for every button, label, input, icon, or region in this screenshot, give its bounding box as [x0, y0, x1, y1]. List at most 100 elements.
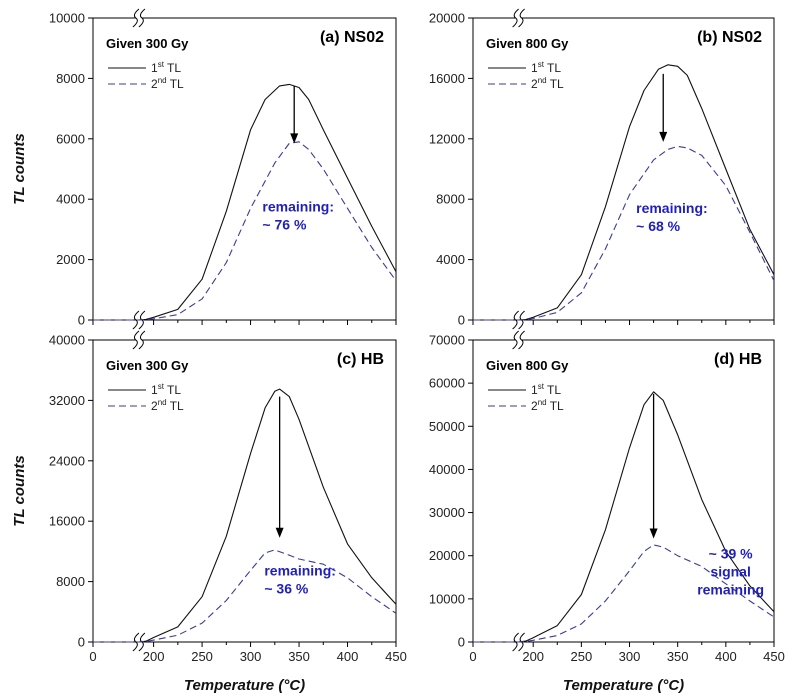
plot-frame	[92, 17, 397, 321]
axis-break-mark	[518, 330, 525, 350]
axis-break-mark	[132, 330, 140, 350]
plot-frame	[472, 339, 775, 643]
panel-title: (b) NS02	[697, 29, 762, 46]
y-tick-label: 2000	[56, 252, 85, 267]
panel-a: 0 2000 4000 6000 8000 10000 Given 300 Gy (a) NS…	[11, 8, 397, 330]
y-tick-label: 8000	[56, 574, 85, 589]
panel-b: 0 4000 8000 12000 16000 20000 Given 800 Gy (b) …	[429, 8, 775, 330]
axis-break-mark	[518, 8, 525, 28]
annotation-text: signal	[710, 564, 750, 580]
legend-label: 1st TL	[151, 382, 181, 397]
annotation-text: ~ 68 %	[636, 218, 681, 234]
plot-frame	[92, 339, 397, 643]
legend-label: 2nd TL	[531, 76, 564, 91]
x-axis-title: Temperature (°C)	[563, 677, 684, 694]
x-tick-label: 450	[763, 649, 785, 664]
axis-break-mark	[138, 330, 146, 350]
axis-break-gap	[515, 332, 522, 348]
dose-label: Given 800 Gy	[486, 36, 569, 51]
y-tick-label: 4000	[56, 192, 85, 207]
arrow-head	[649, 528, 658, 539]
x-tick-label: 300	[240, 649, 262, 664]
y-tick-label: 0	[458, 635, 465, 650]
panel-d: 0 200 250 300 350 400 450 0 10000 20000 30000 40000…	[429, 330, 785, 694]
y-tick-label: 16000	[49, 514, 85, 529]
y-tick-label: 70000	[429, 333, 465, 348]
y-tick-label: 10000	[49, 11, 85, 26]
y-tick-label: 30000	[429, 505, 465, 520]
legend-label: 1st TL	[151, 60, 181, 75]
arrow-head	[275, 527, 284, 538]
axis-break-mark	[512, 330, 519, 350]
x-tick-label: 250	[191, 649, 213, 664]
series-1st-tl-line	[93, 83, 397, 321]
y-tick-label: 60000	[429, 376, 465, 391]
x-tick-label: 450	[385, 649, 407, 664]
y-axis-title: TL counts	[11, 455, 28, 526]
y-axis-title: TL counts	[11, 133, 28, 204]
series-2nd-tl-line	[93, 141, 397, 321]
x-tick-label: 350	[667, 649, 689, 664]
y-tick-label: 8000	[436, 192, 465, 207]
series-2nd-tl-line	[473, 544, 775, 643]
dose-label: Given 800 Gy	[486, 358, 569, 373]
axis-break-mark	[138, 8, 146, 28]
series-1st-tl-line	[473, 391, 775, 643]
annotation-text: ~ 76 %	[262, 216, 307, 232]
y-tick-label: 32000	[49, 393, 85, 408]
legend-label: 2nd TL	[531, 398, 564, 413]
annotation-text: remaining:	[636, 200, 708, 216]
x-tick-label: 400	[715, 649, 737, 664]
y-tick-label: 20000	[429, 11, 465, 26]
x-tick-label: 350	[288, 649, 310, 664]
y-tick-label: 50000	[429, 419, 465, 434]
panel-title: (a) NS02	[320, 29, 384, 46]
annotation-text: remaining:	[262, 198, 334, 214]
legend-label: 1st TL	[531, 382, 561, 397]
x-axis-title: Temperature (°C)	[184, 677, 305, 694]
x-tick-label: 0	[469, 649, 476, 664]
plot-frame	[472, 17, 775, 321]
annotation-text: remaining	[697, 582, 764, 598]
x-tick-label: 300	[619, 649, 641, 664]
y-tick-label: 6000	[56, 131, 85, 146]
legend-label: 2nd TL	[151, 76, 184, 91]
y-tick-label: 0	[78, 313, 85, 328]
legend-label: 1st TL	[531, 60, 561, 75]
dose-label: Given 300 Gy	[106, 36, 189, 51]
y-tick-label: 4000	[436, 252, 465, 267]
axis-break-gap	[515, 10, 522, 26]
axis-break-gap	[135, 10, 142, 26]
x-tick-label: 200	[143, 649, 165, 664]
x-tick-label: 0	[89, 649, 96, 664]
y-tick-label: 40000	[429, 462, 465, 477]
x-tick-label: 400	[337, 649, 359, 664]
x-tick-label: 200	[522, 649, 544, 664]
dose-label: Given 300 Gy	[106, 358, 189, 373]
panel-c: 0 200 250 300 350 400 450 0 8000 16000 24000 32000 4…	[11, 330, 407, 694]
y-tick-label: 0	[78, 635, 85, 650]
y-tick-label: 8000	[56, 71, 85, 86]
x-tick-label: 250	[571, 649, 593, 664]
y-tick-label: 20000	[429, 548, 465, 563]
y-tick-label: 16000	[429, 71, 465, 86]
annotation-text: ~ 39 %	[709, 546, 754, 562]
y-tick-label: 24000	[49, 453, 85, 468]
series-1st-tl-line	[93, 388, 397, 643]
panel-title: (d) HB	[714, 351, 762, 368]
series-2nd-tl-line	[93, 549, 397, 643]
legend-label: 2nd TL	[151, 398, 184, 413]
y-tick-label: 10000	[429, 591, 465, 606]
y-tick-label: 0	[458, 313, 465, 328]
axis-break-mark	[132, 8, 140, 28]
y-tick-label: 40000	[49, 333, 85, 348]
axis-break-mark	[512, 8, 519, 28]
panel-title: (c) HB	[337, 351, 384, 368]
series-2nd-tl-line	[473, 145, 775, 321]
arrow-head	[290, 133, 299, 144]
y-tick-label: 12000	[429, 131, 465, 146]
annotation-text: ~ 36 %	[264, 581, 309, 597]
annotation-text: remaining:	[264, 563, 336, 579]
arrow-head	[659, 131, 668, 142]
